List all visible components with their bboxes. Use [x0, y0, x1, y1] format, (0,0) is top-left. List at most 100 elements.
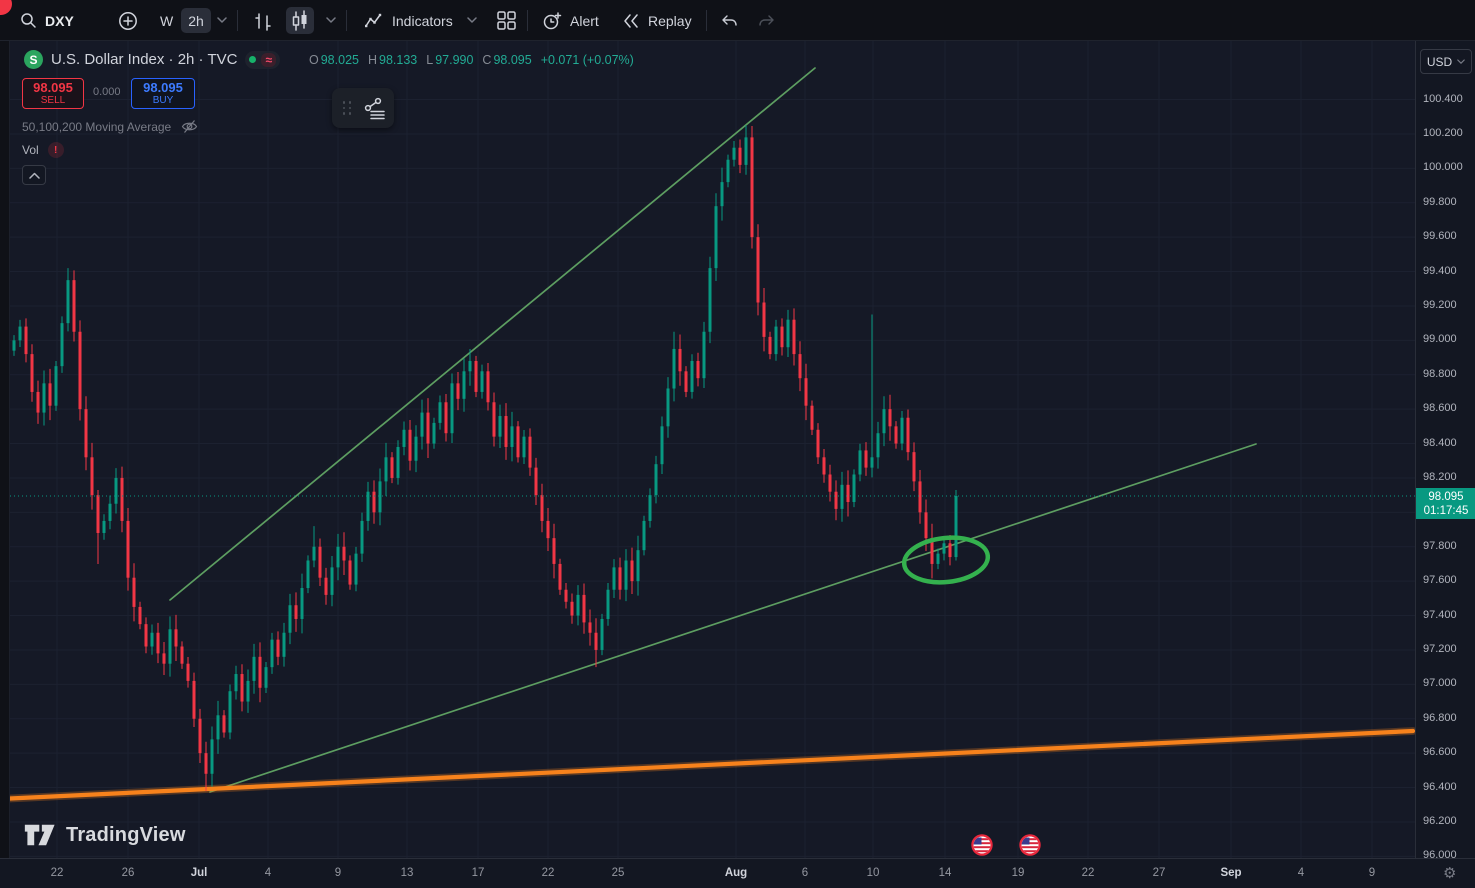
toolbar-divider [237, 10, 238, 31]
candle [252, 656, 256, 681]
candle [864, 450, 868, 468]
top-toolbar: DXY W 2h [0, 0, 1475, 41]
symbol-search-button[interactable]: DXY [20, 0, 74, 41]
candle [828, 474, 832, 492]
us-flag-event-icon[interactable] [971, 834, 993, 856]
replay-button[interactable]: Replay [622, 0, 692, 41]
candle [936, 553, 940, 564]
candle [450, 383, 454, 434]
candle [822, 457, 826, 475]
replay-icon [624, 13, 638, 28]
candle [438, 402, 442, 423]
bar-style-button[interactable] [253, 0, 273, 41]
legend-collapse-button[interactable] [22, 165, 46, 185]
axis-settings-gear-icon[interactable]: ⚙ [1443, 865, 1457, 882]
sell-label: SELL [40, 95, 66, 106]
candle [600, 618, 604, 650]
undo-button[interactable] [720, 0, 738, 41]
currency-selector[interactable]: USD [1420, 49, 1472, 74]
candle [630, 560, 634, 582]
chevron-down-icon [466, 17, 477, 23]
drawing-floating-toolbar[interactable] [332, 88, 394, 128]
ellipse-annotation[interactable] [901, 534, 991, 587]
candlestick-style-button[interactable] [286, 7, 314, 34]
candle [108, 503, 112, 521]
market-status-pill[interactable]: ≈ [245, 50, 281, 69]
time-tick-label: 6 [801, 867, 809, 879]
chevron-down-icon [217, 17, 227, 23]
timeframe-week-button[interactable]: W [160, 0, 173, 41]
eye-hidden-icon[interactable] [181, 119, 198, 134]
candle [156, 632, 160, 654]
source-logo: S [24, 50, 43, 69]
alert-clock-icon [543, 11, 562, 29]
candle [678, 348, 682, 372]
candle [954, 496, 958, 558]
candle [462, 371, 466, 399]
buy-button[interactable]: 98.095 BUY [131, 78, 195, 109]
close-label: C [482, 53, 492, 67]
undo-icon [722, 14, 737, 26]
candle [894, 426, 898, 444]
candle [114, 477, 118, 504]
indicators-button[interactable]: Indicators [364, 0, 477, 41]
time-tick-label: 10 [866, 867, 880, 879]
sell-button[interactable]: 98.095 SELL [22, 78, 84, 109]
time-axis[interactable]: 22 26 Jul 4 9 13 17 22 25 Aug 6 10 14 19 22 27 Sep 4 9 ⚙ [0, 858, 1475, 888]
moving-average-indicator-row[interactable]: 50,100,200 Moving Average [22, 119, 198, 134]
compare-add-button[interactable] [118, 0, 138, 41]
lower-support-trendline[interactable] [209, 443, 1257, 793]
candle [300, 588, 304, 619]
volume-indicator-row[interactable]: Vol ! [22, 142, 64, 158]
candle [258, 656, 262, 688]
candle [264, 667, 268, 688]
candle [912, 452, 916, 482]
candle [594, 632, 598, 650]
chart-pane[interactable] [10, 41, 1415, 858]
left-sidebar-strip[interactable] [0, 41, 10, 858]
candle [198, 718, 202, 754]
candle [534, 467, 538, 496]
toolbar-divider [527, 10, 528, 31]
price-tick-label: 100.400 [1423, 92, 1463, 105]
candle [642, 520, 646, 551]
candle [720, 182, 724, 207]
candle [180, 646, 184, 664]
candle [552, 538, 556, 564]
candle [102, 520, 106, 533]
candle [816, 429, 820, 458]
search-icon [21, 13, 36, 28]
volume-error-icon[interactable]: ! [47, 142, 64, 158]
buy-label: BUY [152, 95, 174, 106]
candle [714, 206, 718, 269]
layout-templates-button[interactable] [496, 0, 517, 41]
timeframe-menu-button[interactable] [217, 0, 227, 41]
candle [636, 550, 640, 582]
redo-button[interactable] [758, 0, 776, 41]
candle [558, 563, 562, 590]
notification-dot[interactable] [0, 0, 12, 15]
price-axis[interactable]: USD 100.400 100.200 100.000 99.800 99.600 99.… [1415, 41, 1475, 858]
timeframe-active-button[interactable]: 2h [181, 8, 211, 33]
us-flag-event-icon[interactable] [1019, 834, 1041, 856]
candle [84, 409, 88, 458]
trend-drawing-tool-icon[interactable] [361, 96, 387, 120]
candle [768, 336, 772, 355]
price-tick-label: 96.800 [1423, 711, 1457, 724]
chart-title[interactable]: U.S. Dollar Index · 2h · TVC [51, 51, 238, 68]
candlestick-chart[interactable] [10, 41, 1415, 858]
price-tick-label: 98.600 [1423, 402, 1457, 415]
alert-button[interactable]: Alert [542, 0, 599, 41]
time-tick-label: 14 [938, 867, 952, 879]
candle [174, 629, 178, 647]
candle [774, 326, 778, 355]
upper-rising-trendline[interactable] [169, 67, 816, 601]
time-tick-label: 19 [1011, 867, 1025, 879]
candle [132, 577, 136, 607]
high-value: 98.133 [379, 53, 418, 67]
open-label: O [309, 53, 319, 67]
style-menu-button[interactable] [326, 0, 336, 41]
orange-support-line[interactable] [10, 728, 1415, 801]
drag-handle[interactable] [339, 101, 355, 115]
candle [384, 457, 388, 482]
